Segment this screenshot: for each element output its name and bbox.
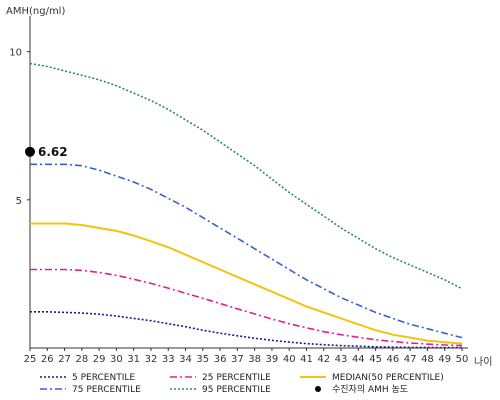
x-tick-label: 49 xyxy=(438,354,451,365)
x-tick-label: 44 xyxy=(352,354,365,365)
legend-label: 75 PERCENTILE xyxy=(72,385,141,395)
series-line-95-percentile xyxy=(29,62,463,290)
x-tick-label: 40 xyxy=(283,354,296,365)
x-tick-label: 50 xyxy=(456,354,469,365)
y-tick-label: 10 xyxy=(9,48,22,59)
x-tick-label: 35 xyxy=(196,354,209,365)
legend-label: 5 PERCENTILE xyxy=(72,373,135,383)
x-tick-label: 38 xyxy=(248,354,261,365)
x-tick-label: 47 xyxy=(404,354,417,365)
x-axis-title: 나이 xyxy=(474,356,492,368)
axes: 5 10 25 26 27 28 29 30 31 32 33 34 35 36 37 38 39 40 41 42 4… xyxy=(9,16,468,365)
legend-label: 25 PERCENTILE xyxy=(202,373,271,383)
x-tick-label: 39 xyxy=(266,354,279,365)
x-tick-label: 42 xyxy=(317,354,330,365)
legend-swatch-dot xyxy=(315,386,321,392)
x-tick-label: 29 xyxy=(93,354,106,365)
x-tick-label: 27 xyxy=(58,354,71,365)
x-tick-label: 43 xyxy=(335,354,348,365)
points-layer: 6.62 xyxy=(25,145,68,159)
patient-amh-point xyxy=(25,146,35,157)
x-tick-label: 45 xyxy=(369,354,382,365)
x-tick-label: 31 xyxy=(127,354,140,365)
y-axis-title: AMH(ng/ml) xyxy=(6,6,65,17)
x-tick-label: 25 xyxy=(24,354,37,365)
x-tick-label: 48 xyxy=(421,354,434,365)
x-tick-label: 37 xyxy=(231,354,244,365)
legend-label: 수진자의 AMH 농도 xyxy=(332,384,408,395)
legend: 5 PERCENTILE 25 PERCENTILE MEDIAN(50 PERCE… xyxy=(40,373,444,395)
legend-label: 95 PERCENTILE xyxy=(202,385,271,395)
x-tick-label: 33 xyxy=(162,354,175,365)
x-tick-label: 26 xyxy=(41,354,54,365)
series-line-median-50-percentile xyxy=(30,222,463,345)
x-tick-label: 41 xyxy=(300,354,313,365)
series-layer xyxy=(29,62,463,349)
x-tick-label: 32 xyxy=(145,354,158,365)
x-tick-label: 36 xyxy=(214,354,227,365)
series-line-75-percentile xyxy=(30,163,463,339)
patient-amh-value-label: 6.62 xyxy=(38,145,68,159)
series-line-5-percentile xyxy=(30,311,462,349)
y-tick-label: 5 xyxy=(16,196,22,207)
legend-label: MEDIAN(50 PERCENTILE) xyxy=(332,373,444,383)
x-tick-label: 34 xyxy=(179,354,192,365)
x-tick-label: 30 xyxy=(110,354,123,365)
series-line-25-percentile xyxy=(30,268,463,347)
x-tick-label: 28 xyxy=(75,354,88,365)
x-tick-label: 46 xyxy=(387,354,400,365)
